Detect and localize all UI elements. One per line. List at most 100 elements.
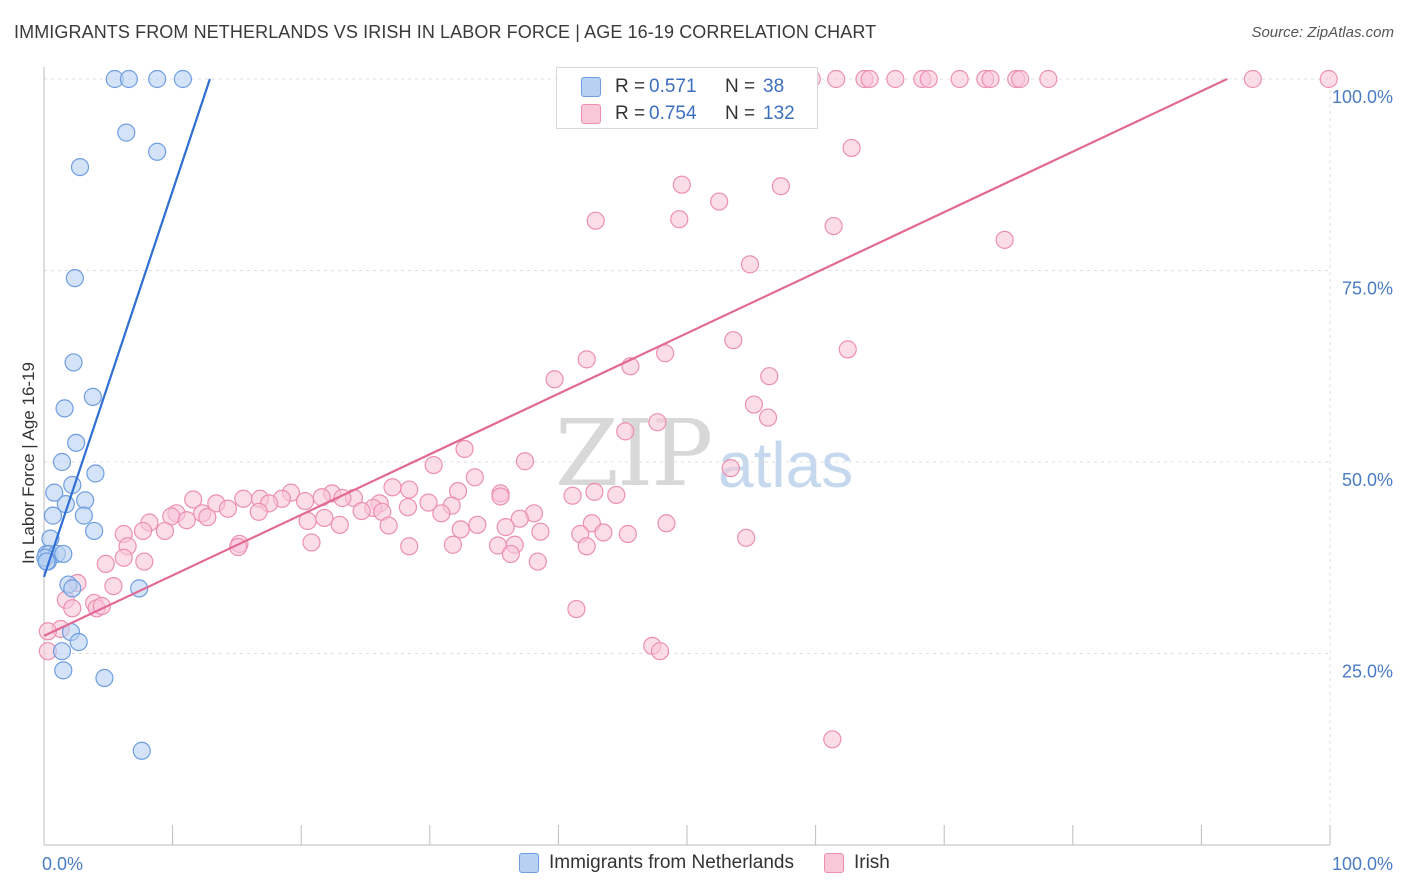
legend: Immigrants from Netherlands Irish xyxy=(519,852,920,874)
irish-point xyxy=(577,537,596,556)
netherlands-point xyxy=(64,353,83,372)
irish-point xyxy=(981,69,1000,89)
irish-point xyxy=(670,210,689,229)
irish-point xyxy=(133,521,153,541)
irish-point xyxy=(198,508,217,527)
netherlands-point xyxy=(67,433,86,452)
irish-point xyxy=(468,515,487,534)
irish-point xyxy=(744,395,763,414)
irish-point xyxy=(577,350,596,369)
correlation-stats-box: R = 0.571 N = 38 R = 0.754 N = 132 xyxy=(556,67,818,129)
netherlands-points xyxy=(36,69,192,760)
netherlands-point xyxy=(148,142,167,161)
irish-point xyxy=(330,515,349,534)
irish-point xyxy=(104,576,123,596)
netherlands-point xyxy=(54,661,73,680)
netherlands-point xyxy=(76,491,95,510)
irish-point xyxy=(531,522,550,541)
irish-point xyxy=(135,552,154,571)
irish-point xyxy=(155,521,174,541)
irish-point xyxy=(295,491,315,511)
irish-point xyxy=(648,413,667,432)
netherlands-point xyxy=(69,632,88,652)
legend-item-irish[interactable]: Irish xyxy=(823,852,890,874)
x-tick-label: 100.0% xyxy=(1332,854,1393,874)
tick-labels: 25.0% 50.0% 75.0% 100.0% 0.0% 100.0% In Labor … xyxy=(19,87,1393,874)
irish-point xyxy=(657,514,676,533)
n-value: 132 xyxy=(763,103,795,124)
irish-point xyxy=(96,554,115,573)
irish-point xyxy=(515,452,535,471)
irish-point xyxy=(886,69,905,89)
irish-point xyxy=(501,544,520,564)
netherlands-trend-line xyxy=(42,78,211,578)
irish-point xyxy=(443,535,463,554)
irish-point xyxy=(672,175,691,194)
irish-point xyxy=(724,331,743,350)
irish-point xyxy=(995,230,1014,249)
irish-point xyxy=(302,533,321,552)
irish-point xyxy=(352,501,371,521)
irish-point xyxy=(383,478,402,497)
irish-point xyxy=(465,468,484,487)
irish-point xyxy=(455,439,474,459)
irish-point xyxy=(114,548,133,567)
legend-label: Irish xyxy=(853,852,890,873)
irish-point xyxy=(650,642,670,661)
trend-lines xyxy=(42,78,1228,637)
n-value: 38 xyxy=(763,76,785,97)
netherlands-point xyxy=(117,123,136,142)
netherlands-point xyxy=(74,506,93,525)
netherlands-point xyxy=(63,579,82,598)
irish-point xyxy=(177,511,196,530)
netherlands-point xyxy=(65,269,84,288)
irish-point xyxy=(451,520,470,539)
gridlines xyxy=(44,69,1331,845)
irish-point xyxy=(400,480,419,499)
source-label: Source: ZipAtlas.com xyxy=(1251,24,1394,41)
irish-point xyxy=(1243,69,1262,89)
irish-point xyxy=(400,537,419,556)
irish-point xyxy=(63,599,82,618)
irish-point xyxy=(827,69,846,89)
irish-point xyxy=(315,508,334,528)
irish-point xyxy=(838,340,857,359)
irish-point xyxy=(1039,69,1058,89)
irish-point xyxy=(379,516,398,535)
y-axis-title: In Labor Force | Age 16-19 xyxy=(19,362,38,564)
irish-point xyxy=(760,367,779,386)
netherlands-point xyxy=(54,544,73,564)
irish-point xyxy=(758,408,778,427)
legend-swatch-blue xyxy=(519,853,539,873)
legend-item-netherlands[interactable]: Immigrants from Netherlands xyxy=(519,852,794,874)
irish-point xyxy=(1319,69,1338,89)
irish-point xyxy=(424,455,443,475)
netherlands-point xyxy=(70,157,90,177)
irish-point xyxy=(823,730,842,749)
netherlands-point xyxy=(52,452,72,472)
r-label: R = xyxy=(615,76,646,97)
netherlands-point xyxy=(55,399,74,418)
y-tick-label: 25.0% xyxy=(1342,662,1393,682)
irish-point xyxy=(771,177,790,196)
irish-point xyxy=(586,211,605,230)
legend-label: Immigrants from Netherlands xyxy=(549,852,794,873)
irish-point xyxy=(607,485,626,505)
stats-swatch-blue xyxy=(581,77,601,97)
irish-point xyxy=(496,518,515,537)
irish-point xyxy=(432,504,451,523)
irish-point xyxy=(510,509,529,528)
irish-point xyxy=(585,482,604,501)
y-tick-label: 50.0% xyxy=(1342,470,1393,490)
irish-point xyxy=(567,599,586,619)
irish-point xyxy=(950,69,969,89)
irish-point xyxy=(824,216,843,236)
netherlands-point xyxy=(86,464,105,483)
irish-point xyxy=(594,523,613,542)
irish-point xyxy=(234,489,253,508)
irish-point xyxy=(545,370,564,389)
r-label: R = xyxy=(615,103,646,124)
r-value: 0.571 xyxy=(649,76,697,97)
netherlands-point xyxy=(119,69,138,89)
irish-point xyxy=(710,192,729,211)
